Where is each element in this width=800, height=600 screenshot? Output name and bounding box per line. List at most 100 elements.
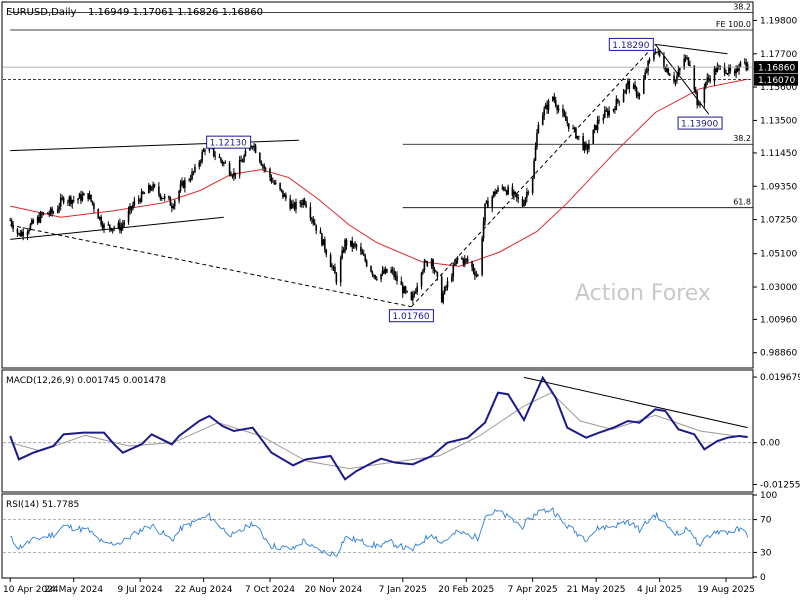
candle-body <box>370 266 372 272</box>
price-tick-label: 1.00960 <box>760 315 797 325</box>
candle-body <box>97 209 100 219</box>
candle-body <box>273 181 276 184</box>
candle-body <box>29 224 32 230</box>
candle-body <box>364 255 367 261</box>
candle-body <box>374 275 377 279</box>
candle-body <box>440 276 443 303</box>
candle-body <box>52 212 55 214</box>
candle-body <box>738 67 740 72</box>
candle-body <box>664 67 667 72</box>
candle-body <box>481 238 483 275</box>
candle-body <box>41 213 43 215</box>
price-tick-label: 1.09350 <box>760 182 797 192</box>
candle-body <box>107 224 110 226</box>
candle-body <box>221 160 224 164</box>
candle-body <box>745 62 748 70</box>
candle-body <box>705 82 707 87</box>
candle-body <box>292 203 294 205</box>
price-panel-frame <box>1 1 754 369</box>
candle-body <box>536 133 538 147</box>
candle-body <box>214 155 216 157</box>
candle-body <box>159 194 162 199</box>
candle-body <box>42 212 45 215</box>
candle-body <box>240 159 242 162</box>
fib-levels: 38.2 FE 100.0 38.2 61.8 <box>10 3 753 209</box>
candle-body <box>462 259 465 264</box>
candle-body <box>158 186 160 195</box>
candle-body <box>300 203 303 205</box>
candle-body <box>313 222 316 225</box>
candle-body <box>582 136 584 150</box>
candle-body <box>212 148 215 156</box>
macd-label: MACD(12,26,9) 0.001745 0.001478 <box>6 376 166 386</box>
candle-body <box>608 110 610 116</box>
price-tick-label: 1.15600 <box>760 83 797 93</box>
candle-body <box>351 240 354 248</box>
candle-body <box>350 240 352 246</box>
rsi-line <box>10 507 749 558</box>
rsi-tick-label: 100 <box>760 491 777 501</box>
candle-body <box>739 62 742 68</box>
candle-body <box>117 222 120 228</box>
candle-body <box>410 292 413 301</box>
candle-body <box>18 233 20 234</box>
candle-body <box>68 196 71 202</box>
candle-body <box>642 78 645 94</box>
macd-tick-label: 0.019679 <box>760 373 800 383</box>
candle-body <box>61 197 63 199</box>
candle-body <box>77 198 79 201</box>
candle-body <box>491 196 494 208</box>
candle-body <box>544 104 547 109</box>
annotation-box <box>608 37 654 51</box>
candle-body <box>413 293 416 295</box>
candle-body <box>622 93 625 102</box>
candle-body <box>16 229 19 234</box>
candle-body <box>487 200 489 208</box>
candle-body <box>10 220 13 226</box>
candle-body <box>98 216 101 219</box>
candle-body <box>380 274 382 280</box>
candle-body <box>38 216 40 223</box>
candle-body <box>391 269 394 271</box>
candle-body <box>199 161 202 163</box>
candle-body <box>282 190 284 197</box>
candle-body <box>46 212 49 214</box>
candle-body <box>299 201 302 204</box>
candle-body <box>244 150 247 157</box>
candle-body <box>171 205 173 209</box>
candle-body <box>575 127 577 139</box>
fib-level-label: 38.2 <box>733 134 751 143</box>
candle-body <box>20 231 23 237</box>
candle-body <box>123 222 126 225</box>
candle-body <box>311 218 313 220</box>
candle-body <box>667 68 670 75</box>
price-axis: 1.19800 1.17700 1.15600 1.13500 1.11450 1.093… <box>3 16 798 359</box>
candle-body <box>603 110 606 118</box>
candle-body <box>309 207 312 219</box>
candle-body <box>26 231 29 236</box>
candle-body <box>290 203 293 209</box>
price-tick-label: 1.17700 <box>760 50 797 60</box>
candle-body <box>687 57 690 65</box>
candle-body <box>295 201 297 210</box>
candle-body <box>312 219 315 223</box>
candle-body <box>315 224 317 231</box>
candle-body <box>371 271 374 275</box>
candle-body <box>706 77 709 83</box>
candle-body <box>416 286 418 292</box>
candle-body <box>228 163 231 175</box>
annotation-box <box>206 135 252 149</box>
candle-body <box>184 180 186 188</box>
candle-body <box>31 220 33 225</box>
candle-body <box>455 259 457 264</box>
candle-body <box>676 76 678 81</box>
candle-body <box>563 113 566 117</box>
candle-body <box>546 104 548 110</box>
candle-body <box>147 185 150 194</box>
candle-body <box>526 192 528 198</box>
candle-body <box>515 193 518 198</box>
candle-body <box>127 210 130 223</box>
candle-body <box>172 206 175 209</box>
candle-body <box>71 200 74 204</box>
candle-body <box>593 125 596 130</box>
